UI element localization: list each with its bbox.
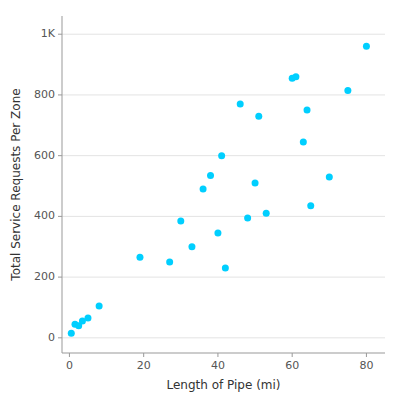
tick-label: 60 — [285, 359, 299, 372]
tick-mark — [58, 94, 62, 95]
tick-mark — [366, 353, 367, 357]
tick-label: 400 — [34, 209, 55, 222]
point — [96, 302, 103, 309]
grid-line — [62, 337, 385, 338]
tick-label: 0 — [48, 331, 55, 344]
points — [68, 43, 370, 337]
chart: 0 200 400 600 800 1K 0 20 40 60 80 Length of Pipe (… — [0, 0, 401, 401]
point — [255, 113, 262, 120]
point — [177, 217, 184, 224]
tick-mark — [58, 34, 62, 35]
tick-label: 40 — [211, 359, 225, 372]
x-axis-label: Length of Pipe (mi) — [166, 378, 280, 392]
point — [136, 254, 143, 261]
grid-line — [62, 277, 385, 278]
point — [188, 243, 195, 250]
point — [214, 230, 221, 237]
point — [68, 330, 75, 337]
tick-mark — [58, 277, 62, 278]
tick-label: 200 — [34, 270, 55, 283]
y-axis-label: Total Service Requests Per Zone — [9, 88, 23, 281]
point — [363, 43, 370, 50]
point — [244, 214, 251, 221]
tick-mark — [217, 353, 218, 357]
tick-mark — [58, 337, 62, 338]
x-axis-line — [62, 353, 385, 354]
point — [344, 87, 351, 94]
point — [207, 172, 214, 179]
point — [263, 210, 270, 217]
tick-label: 20 — [137, 359, 151, 372]
grid-line — [62, 94, 385, 95]
grid-line — [62, 216, 385, 217]
point — [222, 264, 229, 271]
point — [307, 202, 314, 209]
point — [304, 107, 311, 114]
tick-mark — [58, 216, 62, 217]
tick-mark — [292, 353, 293, 357]
tick-mark — [69, 353, 70, 357]
tick-label: 600 — [34, 149, 55, 162]
point — [200, 186, 207, 193]
tick-label: 800 — [34, 88, 55, 101]
point — [300, 138, 307, 145]
point — [326, 173, 333, 180]
tick-mark — [143, 353, 144, 357]
tick-label: 0 — [66, 359, 73, 372]
point — [252, 179, 259, 186]
tick-mark — [58, 155, 62, 156]
point — [218, 152, 225, 159]
y-axis-line — [62, 16, 63, 353]
tick-label: 1K — [41, 27, 56, 40]
tick-label: 80 — [359, 359, 373, 372]
point — [166, 258, 173, 265]
point — [237, 101, 244, 108]
point — [84, 315, 91, 322]
grid-line — [62, 34, 385, 35]
point — [292, 73, 299, 80]
